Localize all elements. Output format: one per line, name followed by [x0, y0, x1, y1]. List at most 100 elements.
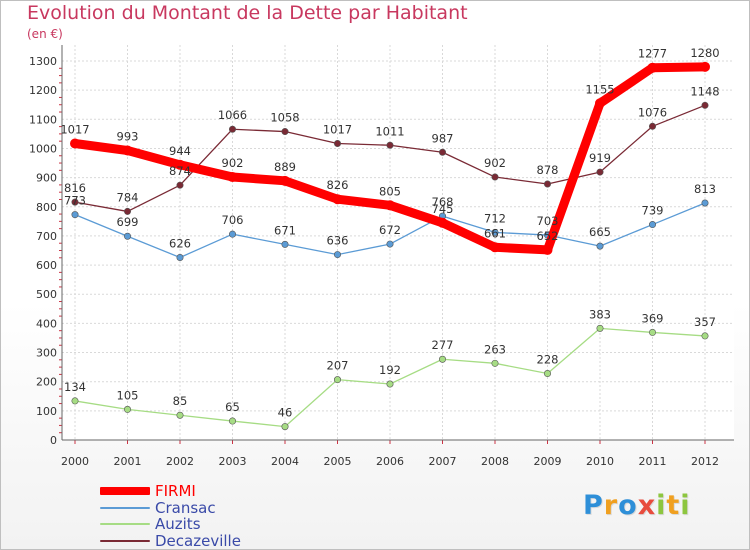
data-point-firmi [595, 98, 605, 109]
data-point-auzits [124, 405, 132, 413]
legend-item-auzits: Auzits [100, 516, 241, 533]
data-label-cransac: 671 [274, 223, 296, 237]
data-point-auzits [491, 359, 499, 367]
data-label-auzits: 207 [327, 359, 349, 373]
data-label-firmi: 1280 [690, 46, 719, 60]
x-tick-label: 2003 [219, 455, 247, 468]
data-point-cransac [596, 242, 604, 250]
data-label-decazeville: 784 [117, 190, 139, 204]
data-point-auzits [543, 370, 551, 378]
data-point-cransac [229, 230, 237, 238]
y-tick-label: 700 [36, 230, 57, 243]
data-label-auzits: 65 [225, 400, 240, 414]
data-label-auzits: 192 [379, 363, 401, 377]
data-label-cransac: 813 [694, 182, 716, 196]
x-tick-label: 2006 [376, 455, 404, 468]
data-point-firmi [385, 200, 395, 211]
x-tick-label: 2002 [166, 455, 194, 468]
legend-swatch [100, 506, 150, 509]
data-point-firmi [490, 242, 500, 253]
data-label-decazeville: 874 [169, 164, 191, 178]
data-label-firmi: 805 [379, 184, 401, 198]
axes: 0 100 200 300 400 500 600 700 800 900 1000 1100 1200… [29, 45, 734, 468]
legend-label: FIRMI [155, 482, 196, 500]
data-point-firmi [175, 159, 185, 170]
y-tick-label: 800 [36, 201, 57, 214]
data-point-decazeville [333, 140, 341, 148]
data-point-auzits [438, 355, 446, 363]
data-point-decazeville [229, 125, 237, 133]
data-point-auzits [71, 397, 79, 405]
logo-letter: o [618, 490, 638, 521]
data-label-cransac: 626 [169, 236, 191, 250]
data-label-decazeville: 1017 [323, 123, 352, 137]
y-tick-label: 400 [36, 317, 57, 330]
y-tick-label: 1200 [29, 84, 57, 97]
data-point-auzits [229, 417, 237, 425]
data-label-firmi: 1277 [638, 47, 667, 61]
data-point-firmi [227, 172, 238, 183]
logo-letter: x [637, 490, 657, 521]
logo-letter: t [666, 490, 681, 521]
data-label-cransac: 773 [64, 194, 86, 208]
series-layer [70, 61, 710, 431]
data-label-decazeville: 1011 [375, 124, 404, 138]
data-label-cransac: 665 [589, 225, 611, 239]
data-point-cransac [176, 253, 184, 261]
y-tick-label: 900 [36, 172, 57, 185]
data-label-auzits: 134 [64, 380, 86, 394]
x-tick-label: 2001 [114, 455, 142, 468]
data-label-decazeville: 902 [484, 156, 506, 170]
data-point-decazeville [701, 101, 709, 109]
data-point-cransac [701, 199, 709, 207]
x-tick-label: 2005 [324, 455, 352, 468]
data-label-firmi: 661 [484, 226, 506, 240]
legend-swatch [100, 523, 150, 526]
data-label-cransac: 712 [484, 211, 506, 225]
data-label-cransac: 636 [327, 234, 349, 248]
data-point-firmi [280, 175, 290, 186]
data-label-decazeville: 919 [589, 151, 611, 165]
chart-title: Evolution du Montant de la Dette par Hab… [27, 2, 468, 24]
legend-label: Decazeville [155, 531, 241, 550]
legend-item-cransac: Cransac [100, 499, 241, 517]
data-point-auzits [176, 411, 184, 419]
y-tick-label: 1100 [29, 113, 57, 126]
data-label-auzits: 105 [117, 388, 139, 402]
data-point-firmi [542, 244, 553, 255]
x-tick-label: 2008 [481, 455, 509, 468]
x-tick-label: 2007 [429, 455, 457, 468]
data-point-decazeville [176, 181, 184, 189]
logo-letter: i [680, 490, 691, 521]
data-point-cransac [124, 232, 132, 240]
data-point-decazeville [596, 168, 604, 176]
data-label-auzits: 357 [694, 315, 716, 329]
data-point-firmi [332, 194, 343, 205]
data-point-firmi [647, 62, 658, 73]
data-point-cransac [648, 221, 656, 229]
data-label-decazeville: 1058 [270, 111, 299, 125]
data-label-auzits: 263 [484, 342, 506, 356]
data-point-cransac [71, 211, 79, 219]
legend: FIRMI Cransac Auzits Decazeville [100, 483, 241, 549]
x-tick-label: 2012 [691, 455, 719, 468]
data-label-firmi: 993 [117, 130, 139, 144]
data-point-firmi [437, 217, 448, 228]
data-point-cransac [333, 251, 341, 259]
data-point-cransac [281, 240, 289, 248]
y-tick-label: 1300 [29, 55, 57, 68]
y-tick-label: 0 [50, 434, 57, 447]
data-point-cransac [491, 228, 499, 236]
data-label-auzits: 46 [278, 406, 293, 420]
logo-letter: r [603, 490, 619, 521]
legend-swatch [100, 487, 150, 496]
data-point-decazeville [386, 141, 394, 149]
legend-item-decazeville: Decazeville [100, 531, 241, 550]
y-tick-label: 500 [36, 288, 57, 301]
data-label-firmi: 1017 [60, 123, 89, 137]
x-tick-label: 2009 [534, 455, 562, 468]
data-label-auzits: 228 [537, 353, 559, 367]
data-label-firmi: 652 [537, 229, 559, 243]
data-point-auzits [333, 376, 341, 384]
data-point-auzits [386, 380, 394, 388]
